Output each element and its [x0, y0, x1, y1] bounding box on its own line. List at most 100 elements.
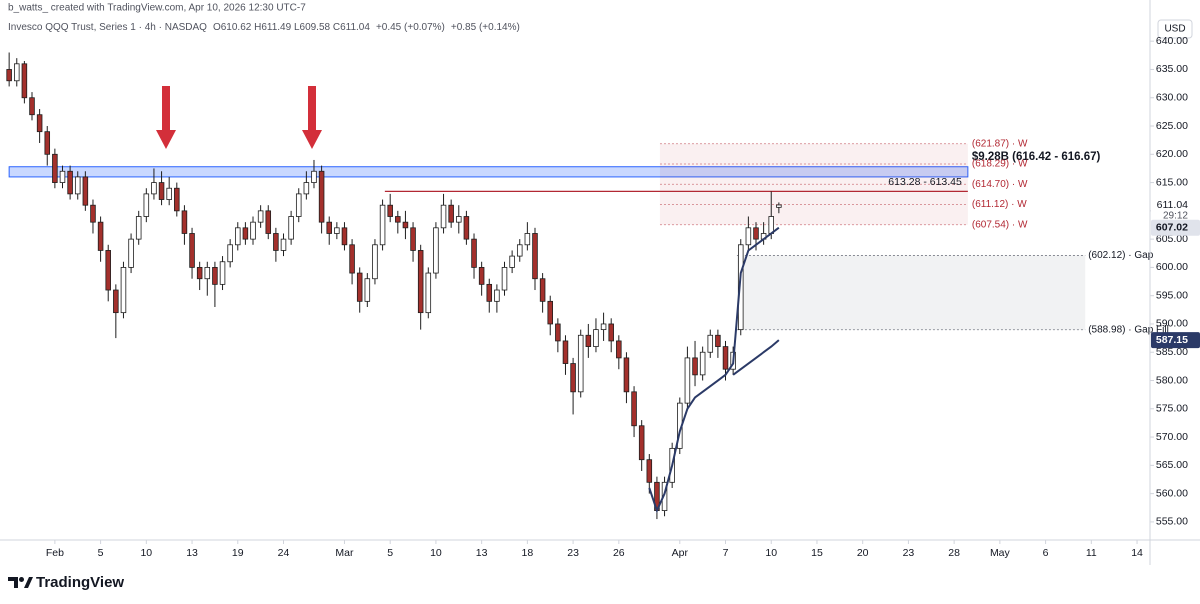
- candle-body: [425, 272, 432, 314]
- candle-body: [494, 289, 500, 302]
- indicator-line: [732, 339, 780, 376]
- candle-body: [235, 227, 241, 246]
- candle-body: [608, 323, 614, 342]
- candle-body: [516, 244, 523, 257]
- candle-body: [532, 233, 538, 280]
- series-last-value: 607.02: [1156, 221, 1188, 233]
- candle-body: [456, 216, 462, 223]
- last-price: 611.04: [1157, 199, 1188, 211]
- x-tick-label: 5: [98, 547, 104, 559]
- y-tick-label: 570.00: [1156, 431, 1188, 443]
- candle-body: [341, 227, 348, 246]
- candle-body: [21, 63, 28, 99]
- currency: USD: [1164, 24, 1185, 35]
- candle-body: [616, 340, 622, 359]
- y-tick-label: 580.00: [1156, 374, 1188, 386]
- credit: b_watts_ created with TradingView.com, A…: [8, 3, 306, 14]
- volume-zone: [8, 166, 969, 178]
- y-tick-label: 620.00: [1156, 148, 1188, 160]
- candle-body: [417, 250, 424, 314]
- candle-body: [562, 340, 569, 364]
- fib-label: (621.87) · W: [972, 138, 1028, 149]
- change: +0.45 (+0.07%): [376, 22, 445, 33]
- y-tick-label: 590.00: [1156, 318, 1188, 330]
- candle-body: [204, 267, 211, 280]
- candle-body: [113, 289, 119, 314]
- candle-body: [105, 250, 111, 291]
- candle-body: [97, 221, 104, 251]
- x-tick-label: 19: [232, 547, 244, 559]
- x-tick-label: Mar: [335, 547, 354, 559]
- candle-body: [379, 204, 386, 246]
- fib-label: (614.70) · W: [972, 179, 1028, 190]
- candle-body: [74, 176, 81, 195]
- symbol-legend: Invesco QQQ Trust, Series 1 · 4h · NASDA…: [8, 22, 520, 33]
- x-tick-label: 24: [278, 547, 290, 559]
- change-ext: +0.85 (+0.14%): [451, 22, 520, 33]
- gap-box: [736, 255, 1086, 330]
- candle-body: [600, 323, 607, 331]
- candle-body: [250, 221, 256, 240]
- candle-body: [120, 267, 127, 314]
- x-tick-label: 10: [430, 547, 442, 559]
- candle-body: [722, 346, 729, 370]
- candle-body: [90, 204, 96, 223]
- x-tick-label: 5: [387, 547, 393, 559]
- x-tick-label: 13: [186, 547, 198, 559]
- candle-body: [219, 261, 226, 285]
- x-tick-label: 20: [857, 547, 869, 559]
- candle-body: [82, 176, 89, 206]
- candle-body: [295, 193, 302, 217]
- candle-body: [44, 131, 51, 155]
- candle-body: [158, 182, 165, 200]
- drawings-layer: $9.28B (616.42 - 616.67) (621.87) · W (618…: [8, 138, 1169, 335]
- candle-body: [501, 267, 508, 291]
- y-tick-label: 630.00: [1156, 92, 1188, 104]
- candle-body: [715, 334, 721, 347]
- y-tick-label: 560.00: [1156, 487, 1188, 499]
- candle-body: [242, 227, 249, 240]
- x-tick-label: 7: [723, 547, 729, 559]
- candle-body: [638, 425, 645, 461]
- gap-label: (588.98) · Gap Fill: [1088, 324, 1169, 335]
- indicator-line: [648, 226, 780, 514]
- x-tick-label: 23: [903, 547, 915, 559]
- candle-body: [631, 391, 637, 427]
- candle-body: [776, 204, 782, 208]
- candle-body: [471, 238, 477, 268]
- candle-body: [509, 255, 515, 268]
- brand-logo: [8, 577, 33, 588]
- countdown: 29:12: [1163, 211, 1188, 222]
- price-layer: [6, 52, 782, 520]
- candle-body: [189, 233, 195, 268]
- candle-body: [36, 114, 43, 133]
- y-tick-label: 605.00: [1156, 233, 1188, 245]
- candle-body: [395, 216, 401, 223]
- candle-body: [699, 351, 706, 376]
- candle-body: [196, 267, 203, 280]
- series-last-value: 587.15: [1156, 334, 1188, 346]
- y-tick-label: 615.00: [1156, 176, 1188, 188]
- gap-label: (602.12) · Gap: [1088, 250, 1153, 261]
- candle-body: [737, 244, 744, 331]
- candle-body: [181, 210, 188, 234]
- candle-body: [433, 227, 439, 274]
- brand: TradingView: [36, 574, 124, 591]
- candle-body: [364, 278, 371, 302]
- candle-body: [410, 227, 416, 251]
- candle-body: [212, 267, 218, 285]
- candle-body: [402, 221, 409, 229]
- candle-body: [166, 187, 172, 200]
- arrow-marker: [156, 86, 176, 149]
- price-tag-bg: [1151, 332, 1200, 349]
- candle-body: [174, 187, 180, 212]
- x-tick-label: 13: [476, 547, 488, 559]
- candle-body: [745, 227, 752, 246]
- candle-body: [151, 182, 157, 195]
- candle-body: [478, 267, 485, 285]
- y-tick-label: 595.00: [1156, 289, 1188, 301]
- x-tick-label: 26: [613, 547, 625, 559]
- candle-body: [387, 204, 393, 217]
- y-tick-label: 600.00: [1156, 261, 1188, 273]
- currency-box[interactable]: [1157, 19, 1193, 39]
